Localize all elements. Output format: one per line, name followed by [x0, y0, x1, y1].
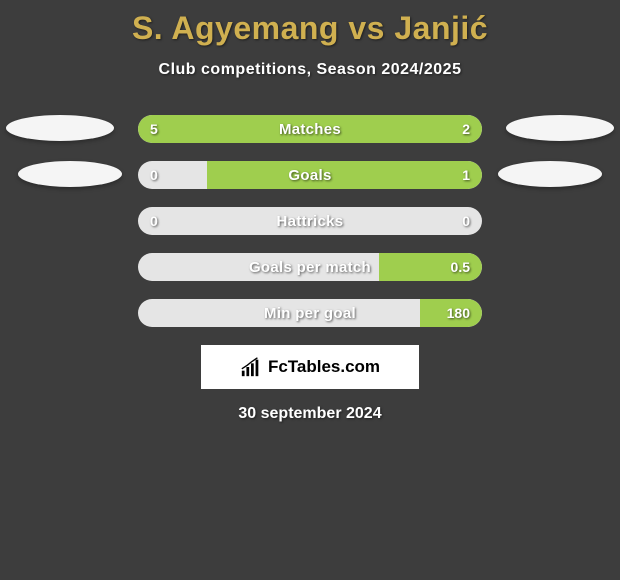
stat-label: Goals — [138, 161, 482, 189]
chart-icon — [240, 357, 262, 377]
stat-row: 0 Hattricks 0 — [0, 207, 620, 235]
stat-value-right: 1 — [462, 161, 470, 189]
stat-value-right: 180 — [447, 299, 470, 327]
brand-text: FcTables.com — [268, 357, 380, 377]
player-left-marker — [6, 115, 114, 141]
comparison-chart: 5 Matches 2 0 Goals 1 0 Hattricks 0 — [0, 115, 620, 327]
stat-label: Hattricks — [138, 207, 482, 235]
player-right-marker — [498, 161, 602, 187]
stat-bar-track: 5 Matches 2 — [138, 115, 482, 143]
page-title: S. Agyemang vs Janjić — [0, 0, 620, 47]
date-text: 30 september 2024 — [0, 405, 620, 423]
stat-value-right: 0.5 — [451, 253, 470, 281]
stat-value-right: 2 — [462, 115, 470, 143]
stat-bar-track: 0 Hattricks 0 — [138, 207, 482, 235]
stat-row: Goals per match 0.5 — [0, 253, 620, 281]
stat-bar-track: Min per goal 180 — [138, 299, 482, 327]
stat-row: 0 Goals 1 — [0, 161, 620, 189]
stat-value-right: 0 — [462, 207, 470, 235]
stat-label: Goals per match — [138, 253, 482, 281]
player-right-marker — [506, 115, 614, 141]
subtitle: Club competitions, Season 2024/2025 — [0, 61, 620, 79]
player-left-marker — [18, 161, 122, 187]
brand-badge[interactable]: FcTables.com — [201, 345, 419, 389]
stat-row: 5 Matches 2 — [0, 115, 620, 143]
stat-row: Min per goal 180 — [0, 299, 620, 327]
stat-bar-track: 0 Goals 1 — [138, 161, 482, 189]
stat-label: Matches — [138, 115, 482, 143]
stat-label: Min per goal — [138, 299, 482, 327]
stat-bar-track: Goals per match 0.5 — [138, 253, 482, 281]
